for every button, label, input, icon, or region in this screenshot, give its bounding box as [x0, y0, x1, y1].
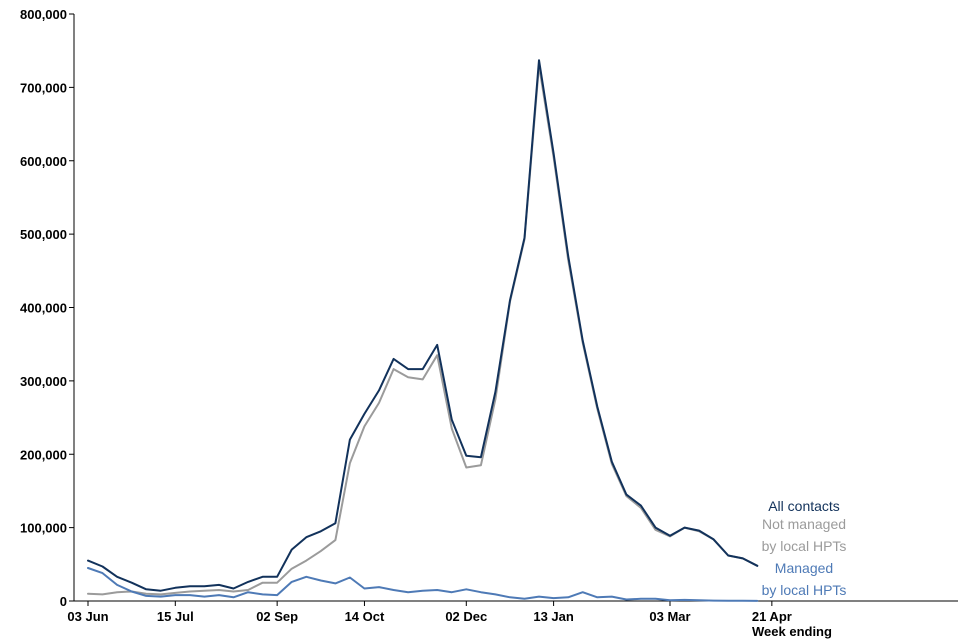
legend-label: Managed [775, 560, 833, 576]
series-line-managed-by-local-hpts [87, 567, 759, 602]
y-tick-label: 800,000 [20, 7, 67, 22]
x-tick-label: 15 Jul [157, 609, 194, 624]
x-tick-label: 02 Sep [256, 609, 298, 624]
y-tick-label: 200,000 [20, 447, 67, 462]
series-line-not-managed-by-local-hpts [87, 64, 759, 596]
y-axis: 0 100,000 200,000 300,000 400,000 500,000 600,… [20, 7, 75, 609]
y-tick-label: 0 [60, 594, 67, 609]
series-line-all-contacts [87, 59, 759, 592]
legend-label: All contacts [768, 498, 840, 514]
x-axis: 03 Jun 15 Jul 02 Sep 14 Oct 02 Dec 13 Jan 03 M… [67, 600, 958, 624]
legend-label: Not managed [762, 516, 846, 532]
x-tick-label: 21 Apr [752, 609, 792, 624]
y-tick-label: 400,000 [20, 301, 67, 316]
y-tick-label: 300,000 [20, 374, 67, 389]
x-axis-title: Week ending [752, 624, 832, 639]
y-tick-label: 100,000 [20, 521, 67, 536]
y-tick-label: 700,000 [20, 80, 67, 95]
x-tick-label: 02 Dec [445, 609, 487, 624]
y-tick-label: 600,000 [20, 154, 67, 169]
x-tick-label: 03 Jun [67, 609, 108, 624]
legend: All contacts Not managed by local HPTs Mana… [762, 498, 847, 598]
x-tick-label: 14 Oct [345, 609, 385, 624]
legend-label: by local HPTs [762, 582, 847, 598]
legend-label: by local HPTs [762, 538, 847, 554]
x-tick-label: 03 Mar [649, 609, 690, 624]
series-lines [87, 59, 759, 602]
x-tick-label: 13 Jan [533, 609, 574, 624]
y-tick-label: 500,000 [20, 227, 67, 242]
